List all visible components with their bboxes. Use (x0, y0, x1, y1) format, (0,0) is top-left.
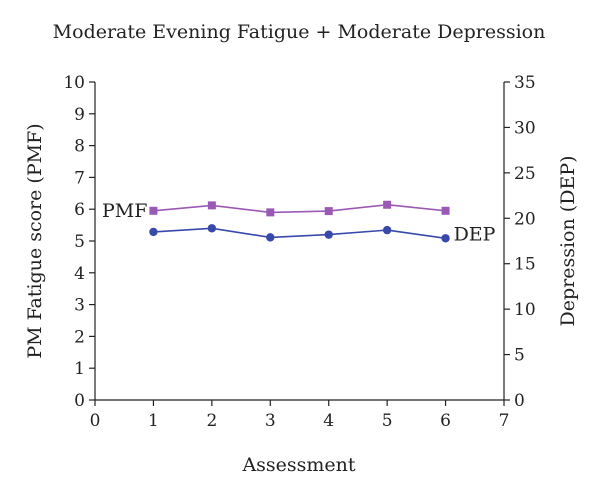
data-point-pmf (207, 201, 216, 210)
y2-tick-label: 10 (514, 300, 536, 320)
y2-axis-title: Depression (DEP) (557, 156, 579, 327)
y2-tick-label: 15 (514, 255, 536, 275)
y2-tick-label: 35 (514, 73, 536, 93)
y2-tick-label: 25 (514, 164, 536, 184)
x-tick-label: 7 (499, 411, 510, 431)
data-point-dep (324, 230, 333, 239)
y-tick-label: 9 (74, 105, 85, 125)
data-point-dep (441, 234, 450, 243)
series-line-pmf (153, 203, 446, 214)
data-point-dep (382, 225, 392, 235)
x-tick-label: 6 (440, 411, 451, 431)
data-point-dep (149, 227, 158, 237)
y-tick-label: 4 (74, 264, 85, 284)
x-tick-label: 1 (148, 411, 159, 431)
chart-title: Moderate Evening Fatigue + Moderate Depr… (53, 21, 546, 43)
y2-tick-label: 20 (514, 209, 536, 229)
y-tick-label: 7 (74, 168, 85, 188)
y-tick-label: 6 (74, 200, 85, 220)
series-label-pmf: PMF (102, 200, 147, 222)
y-tick-label: 0 (74, 391, 85, 411)
y2-tick-label: 5 (514, 346, 525, 366)
series-dep: DEP (149, 223, 496, 245)
x-tick-label: 5 (382, 411, 393, 431)
data-point-pmf (149, 206, 158, 215)
series-pmf: PMF (102, 200, 450, 222)
data-point-pmf (383, 200, 392, 209)
series-line-dep (153, 227, 446, 240)
y-axis-title: PM Fatigue score (PMF) (24, 123, 46, 358)
series-label-dep: DEP (454, 223, 496, 245)
x-tick-label: 3 (265, 411, 276, 431)
data-point-pmf (441, 206, 450, 215)
y2-tick-label: 30 (514, 118, 536, 138)
x-axis-title: Assessment (241, 454, 355, 476)
data-point-pmf (266, 208, 275, 217)
y-tick-label: 8 (74, 137, 85, 157)
data-point-dep (207, 224, 217, 233)
series-layer: PMF DEP (102, 200, 496, 245)
y-tick-label: 1 (74, 359, 85, 379)
x-tick-label: 4 (323, 411, 334, 431)
data-point-pmf (324, 207, 333, 216)
data-point-dep (266, 233, 275, 242)
y-tick-label: 5 (74, 232, 85, 252)
x-tick-label: 2 (206, 411, 217, 431)
y-tick-label: 10 (63, 73, 85, 93)
axes: 0 1 2 3 4 5 6 7 8 9 10 0 5 10 15 20 25 30 35 0 1 2 3 4 5 6 7 (63, 73, 535, 431)
y-tick-label: 3 (74, 296, 85, 316)
y-tick-label: 2 (74, 327, 85, 347)
x-tick-label: 0 (90, 411, 101, 431)
y2-tick-label: 0 (514, 391, 525, 411)
